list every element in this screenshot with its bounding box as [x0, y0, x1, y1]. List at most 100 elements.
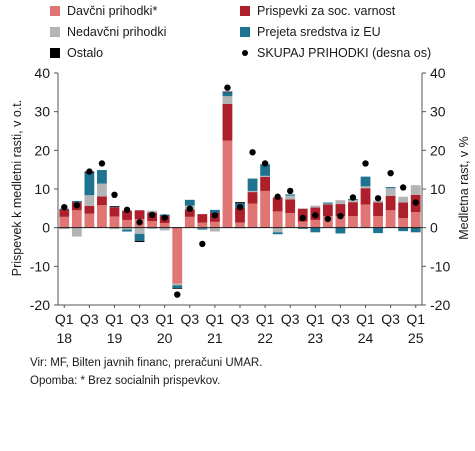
total-dot — [61, 203, 68, 211]
bar-segment-eu — [109, 206, 120, 208]
bar-segment-prispevki — [260, 177, 270, 191]
legend-item-prispevki: Prispevki za soc. varnost — [240, 4, 395, 18]
y-tick-label-left: 20 — [34, 142, 50, 158]
bar-segment-nedavcni — [247, 190, 258, 193]
y-tick-label-left: 40 — [34, 65, 50, 81]
bar-segment-davcni — [410, 212, 421, 228]
total-dot — [236, 203, 244, 211]
bar-segment-prispevki — [398, 202, 409, 218]
x-tick-label-quarter: Q1 — [105, 311, 124, 327]
bar-segment-eu — [222, 92, 233, 97]
bar-segment-nedavcni — [335, 200, 346, 205]
bar-segment-prispevki — [235, 207, 245, 223]
y-tick-label-right: 30 — [430, 104, 446, 120]
total-dot — [73, 202, 81, 209]
total-dot — [274, 193, 281, 200]
legend-item-skupaj: SKUPAJ PRIHODKI (desna os) — [240, 46, 431, 60]
bar-segment-eu — [260, 164, 270, 176]
total-dot — [186, 205, 193, 212]
y-tick-label-left: 0 — [42, 220, 50, 236]
total-dot — [249, 149, 256, 156]
bar-segment-davcni — [210, 221, 220, 228]
bar-segment-davcni — [373, 216, 383, 228]
x-tick-label-quarter: Q3 — [80, 311, 99, 327]
bar-segment-ostalo — [109, 206, 120, 207]
bar-segment-prispevki — [122, 210, 132, 220]
legend-swatch-nedavcni — [50, 27, 60, 37]
bar-segment-prispevki — [197, 214, 208, 223]
x-tick-label-year: 21 — [207, 330, 223, 346]
bar-segment-eu — [335, 227, 346, 234]
bar-segment-prispevki — [272, 197, 283, 212]
x-tick-label-year: 20 — [157, 330, 173, 346]
total-dot — [161, 214, 168, 221]
total-dot — [399, 184, 407, 191]
x-tick-label-quarter: Q1 — [306, 311, 325, 327]
bar-segment-davcni — [84, 213, 95, 228]
legend-label-skupaj: SKUPAJ PRIHODKI (desna os) — [257, 46, 432, 60]
bar-segment-eu — [322, 202, 333, 204]
bar-segment-davcni — [197, 222, 208, 228]
y-tick-label-left: -10 — [30, 258, 50, 274]
bar-segment-prispevki — [184, 209, 195, 217]
bar-segment-prispevki — [322, 204, 333, 217]
bar-segment-davcni — [184, 216, 195, 228]
bar-segment-eu — [373, 227, 383, 234]
legend-label-nedavcni: Nedavčni prihodki — [67, 25, 167, 39]
bar-segment-davcni — [159, 223, 170, 228]
x-tick-label-quarter: Q3 — [381, 311, 400, 327]
x-tick-label-year: 25 — [408, 330, 424, 346]
bar-segment-prispevki — [335, 204, 346, 217]
bar-segment-eu — [360, 176, 371, 187]
total-dot — [299, 214, 306, 222]
bar-segment-eu — [410, 227, 421, 233]
bar-segment-eu — [97, 170, 107, 184]
total-dot — [312, 212, 319, 219]
bar-segment-davcni — [348, 216, 358, 228]
bar-segment-prispevki — [84, 206, 95, 214]
bar-segment-davcni — [235, 222, 245, 228]
footnote: Opomba: * Brez socialnih prispevkov. — [30, 375, 221, 387]
bar-segment-davcni — [122, 219, 132, 228]
bar-segment-nedavcni — [322, 203, 333, 205]
bar-segment-nedavcni — [172, 283, 183, 286]
legend-swatch-prispevki — [240, 6, 250, 16]
bar-segment-davcni — [147, 221, 158, 228]
bar-segment-prispevki — [385, 195, 396, 211]
bar-segment-ostalo — [235, 202, 245, 204]
bar-segment-ostalo — [172, 287, 183, 289]
legend-swatch-davcni — [50, 6, 60, 16]
legend-item-nedavcni: Nedavčni prihodki — [50, 25, 166, 39]
total-dot — [387, 169, 394, 177]
x-tick-label-quarter: Q3 — [281, 311, 300, 327]
total-dot — [324, 215, 332, 222]
x-tick-label-year: 18 — [56, 330, 72, 346]
total-dot — [349, 194, 357, 201]
chart-legend: Davčni prihodki* Prispevki za soc. varno… — [50, 4, 470, 66]
x-tick-label-quarter: Q3 — [231, 311, 250, 327]
x-tick-label-year: 23 — [308, 330, 324, 346]
bar-segment-nedavcni — [222, 96, 233, 104]
bar-segment-davcni — [172, 227, 183, 284]
x-tick-label-quarter: Q1 — [356, 311, 375, 327]
x-tick-label-quarter: Q1 — [256, 311, 275, 327]
x-tick-label-year: 19 — [107, 330, 123, 346]
total-dot — [337, 212, 344, 220]
bar-segment-ostalo — [222, 91, 233, 93]
bar-segment-nedavcni — [272, 227, 283, 233]
total-dot — [136, 219, 143, 226]
bar-segment-nedavcni — [297, 208, 308, 209]
legend-dot-skupaj — [242, 50, 248, 56]
bar-segment-eu — [285, 194, 296, 196]
y-tick-label-right: 10 — [430, 181, 446, 197]
bar-segment-eu — [272, 232, 283, 235]
bar-segment-nedavcni — [59, 227, 70, 230]
x-tick-label-quarter: Q1 — [206, 311, 225, 327]
total-dot — [374, 195, 382, 202]
bar-segment-ostalo — [134, 240, 145, 242]
legend-swatch-ostalo — [50, 48, 60, 58]
bar-segment-eu — [71, 200, 82, 203]
bar-segment-prispevki — [348, 202, 358, 217]
y-tick-label-right: -20 — [430, 297, 450, 313]
total-dot — [111, 191, 118, 198]
